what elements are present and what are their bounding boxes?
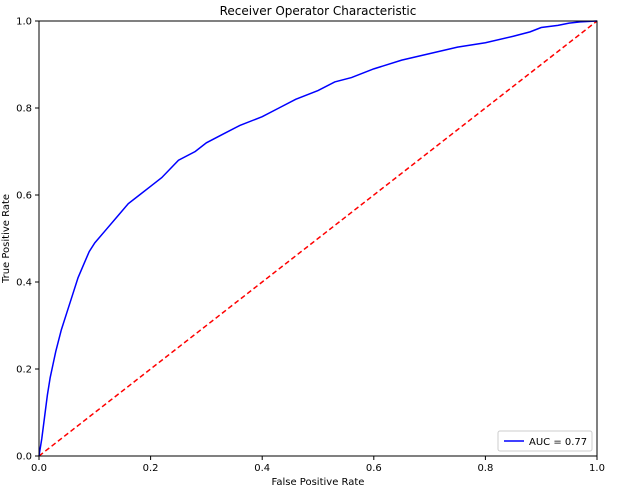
x-tick-label: 0.2: [143, 463, 159, 474]
x-tick-label: 0.0: [31, 463, 47, 474]
y-tick-label: 1.0: [16, 17, 32, 28]
plot-area: [38, 20, 598, 457]
x-tick-label: 0.8: [477, 463, 493, 474]
x-tick-label: 0.4: [254, 463, 270, 474]
chance-diagonal-line: [38, 20, 598, 457]
y-tick-label: 0.6: [16, 191, 32, 202]
legend-box: [497, 430, 593, 452]
x-axis-label: False Positive Rate: [272, 477, 365, 488]
x-axis: 0.0 0.2 0.4 0.6 0.8 1.0: [31, 456, 605, 474]
legend: AUC = 0.77: [497, 430, 593, 452]
legend-entry-label: AUC = 0.77: [529, 437, 587, 448]
x-tick-label: 0.6: [366, 463, 382, 474]
y-tick-label: 0.2: [16, 365, 32, 376]
y-axis-label: True Positive Rate: [1, 194, 12, 284]
roc-curve-line: [38, 20, 598, 457]
chart-title: Receiver Operator Characteristic: [220, 4, 417, 18]
y-axis: 0.0 0.2 0.4 0.6 0.8 1.0: [16, 17, 39, 463]
y-tick-label: 0.8: [16, 104, 32, 115]
plot-frame: [38, 20, 598, 457]
y-tick-label: 0.4: [16, 278, 32, 289]
y-tick-label: 0.0: [16, 452, 32, 463]
x-tick-label: 1.0: [589, 463, 605, 474]
